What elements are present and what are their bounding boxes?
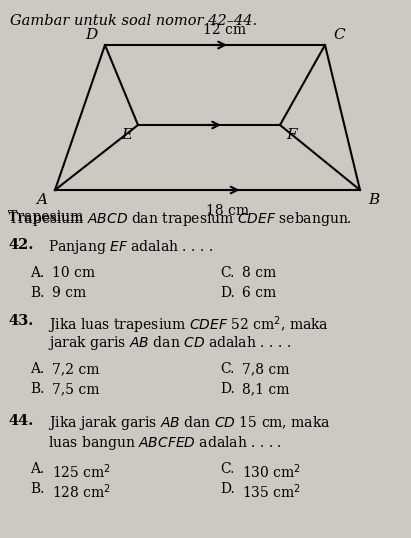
Text: luas bangun $ABCFED$ adalah . . . .: luas bangun $ABCFED$ adalah . . . . xyxy=(48,434,282,452)
Text: Jika luas trapesium $CDEF$ 52 cm$^2$, maka: Jika luas trapesium $CDEF$ 52 cm$^2$, ma… xyxy=(48,314,329,336)
Text: 42.: 42. xyxy=(8,238,33,252)
Text: 135 cm$^2$: 135 cm$^2$ xyxy=(242,482,301,500)
Text: C.: C. xyxy=(220,266,234,280)
Text: Panjang $EF$ adalah . . . .: Panjang $EF$ adalah . . . . xyxy=(48,238,213,256)
Text: 8 cm: 8 cm xyxy=(242,266,276,280)
Text: A: A xyxy=(36,193,47,207)
Text: 128 cm$^2$: 128 cm$^2$ xyxy=(52,482,111,500)
Text: B.: B. xyxy=(30,482,44,496)
Text: D.: D. xyxy=(220,382,235,396)
Text: jarak garis $AB$ dan $CD$ adalah . . . .: jarak garis $AB$ dan $CD$ adalah . . . . xyxy=(48,334,291,352)
Text: Trapesium $ABCD$ dan trapesium $CDEF$ sebangun.: Trapesium $ABCD$ dan trapesium $CDEF$ se… xyxy=(8,210,352,228)
Text: A.: A. xyxy=(30,362,44,376)
Text: B.: B. xyxy=(30,382,44,396)
Text: 6 cm: 6 cm xyxy=(242,286,276,300)
Text: D: D xyxy=(85,28,97,42)
Text: 130 cm$^2$: 130 cm$^2$ xyxy=(242,462,301,480)
Text: C.: C. xyxy=(220,462,234,476)
Text: B.: B. xyxy=(30,286,44,300)
Text: A.: A. xyxy=(30,462,44,476)
Text: C.: C. xyxy=(220,362,234,376)
Text: B: B xyxy=(368,193,379,207)
Text: D.: D. xyxy=(220,482,235,496)
Text: 8,1 cm: 8,1 cm xyxy=(242,382,289,396)
Text: 12 cm: 12 cm xyxy=(203,23,247,37)
Text: 9 cm: 9 cm xyxy=(52,286,86,300)
Text: 18 cm: 18 cm xyxy=(206,204,249,218)
Text: C: C xyxy=(333,28,345,42)
Text: 7,2 cm: 7,2 cm xyxy=(52,362,99,376)
Text: F: F xyxy=(286,128,297,142)
Text: A.: A. xyxy=(30,266,44,280)
Text: 44.: 44. xyxy=(8,414,33,428)
Text: Jika jarak garis $AB$ dan $CD$ 15 cm, maka: Jika jarak garis $AB$ dan $CD$ 15 cm, ma… xyxy=(48,414,330,432)
Text: D.: D. xyxy=(220,286,235,300)
Text: Gambar untuk soal nomor 42–44.: Gambar untuk soal nomor 42–44. xyxy=(10,14,257,28)
Text: E: E xyxy=(121,128,132,142)
Text: 7,8 cm: 7,8 cm xyxy=(242,362,289,376)
Text: 125 cm$^2$: 125 cm$^2$ xyxy=(52,462,111,480)
Text: 7,5 cm: 7,5 cm xyxy=(52,382,99,396)
Text: 43.: 43. xyxy=(8,314,33,328)
Text: Trapesium: Trapesium xyxy=(8,210,88,224)
Text: 10 cm: 10 cm xyxy=(52,266,95,280)
